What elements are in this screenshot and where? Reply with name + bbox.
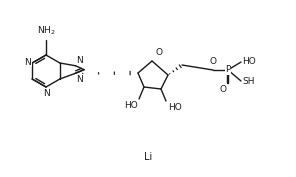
- Text: N: N: [24, 58, 31, 67]
- Text: HO: HO: [124, 101, 138, 110]
- Text: O: O: [220, 85, 227, 95]
- Text: P: P: [225, 65, 231, 75]
- Text: N: N: [77, 56, 83, 65]
- Text: N: N: [43, 88, 49, 98]
- Text: HO: HO: [242, 56, 256, 65]
- Text: SH: SH: [242, 78, 255, 87]
- Text: Li: Li: [144, 152, 152, 162]
- Text: HO: HO: [168, 104, 182, 113]
- Text: N: N: [76, 75, 83, 84]
- Text: O: O: [155, 48, 162, 57]
- Text: NH$_2$: NH$_2$: [37, 25, 55, 37]
- Text: O: O: [210, 57, 216, 66]
